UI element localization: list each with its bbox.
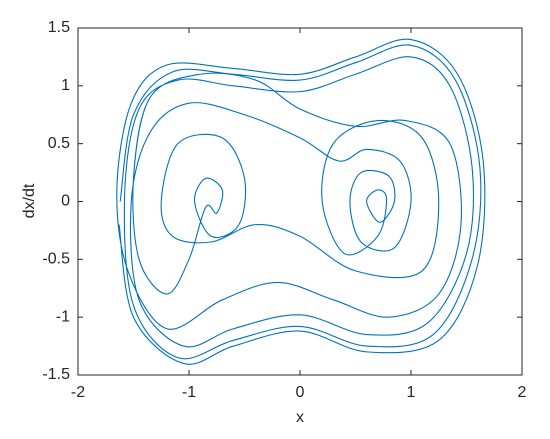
y-axis-label: dx/dt bbox=[21, 183, 38, 218]
x-tick-label: -2 bbox=[71, 384, 85, 401]
y-tick-label: 0 bbox=[61, 193, 70, 210]
y-tick-label: -1.5 bbox=[42, 366, 70, 383]
y-tick-label: -0.5 bbox=[42, 251, 70, 268]
trajectory-line bbox=[116, 38, 486, 365]
y-tick-label: -1 bbox=[56, 308, 70, 325]
x-tick-label: -1 bbox=[182, 384, 196, 401]
y-tick-label: 1 bbox=[61, 77, 70, 94]
x-tick-label: 2 bbox=[518, 384, 527, 401]
x-tick-label: 0 bbox=[296, 384, 305, 401]
y-tick-label: 0.5 bbox=[48, 135, 70, 152]
y-tick-label: 1.5 bbox=[48, 19, 70, 36]
x-tick-label: 1 bbox=[407, 384, 416, 401]
plot-area bbox=[116, 38, 486, 365]
x-axis-label: x bbox=[296, 409, 304, 426]
